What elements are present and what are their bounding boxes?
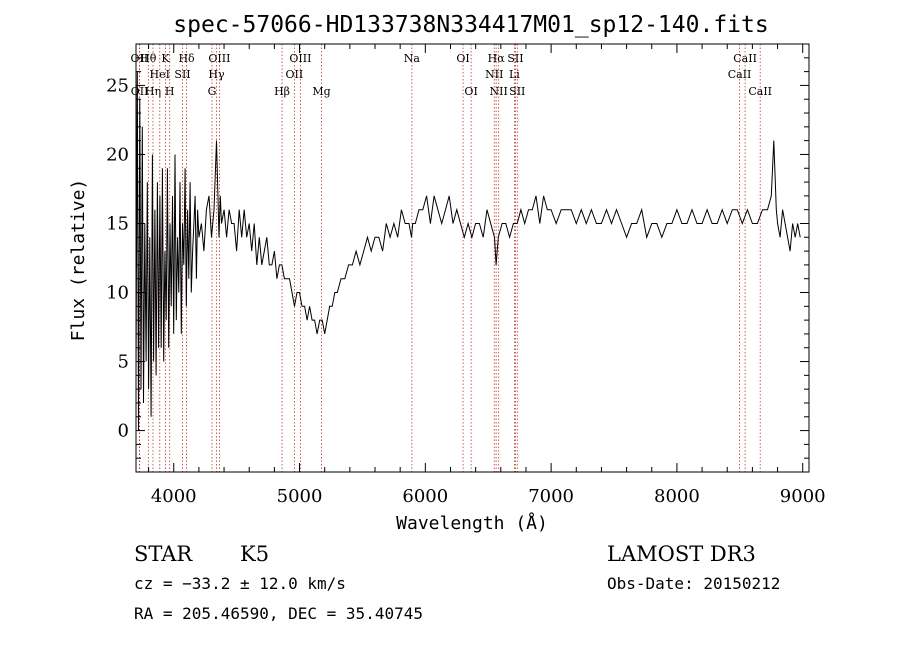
line-label-v1-0: OII (131, 52, 149, 65)
line-label-v2-1: SII (174, 68, 190, 81)
line-label-v3-9: CaII (748, 85, 772, 98)
line-label-v3-8: SII (509, 85, 525, 98)
chart-title: spec-57066-HD133738N334417M01_sp12-140.f… (173, 12, 768, 38)
x-tick-label: 5000 (277, 486, 323, 507)
line-label-v2-6: CaII (728, 68, 752, 81)
plot-frame (135, 43, 810, 473)
redshift-cz: cz = −33.2 ± 12.0 km/s (134, 574, 346, 593)
line-label-v2-3: OII (286, 68, 304, 81)
survey-name: LAMOST DR3 (607, 542, 756, 566)
line-label-v2-0: HeI (150, 68, 170, 81)
emission-line-markers (138, 44, 761, 472)
y-tick-label: 15 (106, 213, 129, 234)
y-tick-label: 20 (106, 144, 129, 165)
spectrum-line-0 (135, 71, 801, 431)
y-tick-label: 5 (118, 352, 129, 373)
line-label-v1-3: Hδ (178, 52, 195, 65)
obs-date: Obs-Date: 20150212 (607, 574, 780, 593)
line-label-v3-3: G (208, 85, 217, 98)
x-axis-label: Wavelength (Å) (396, 512, 548, 534)
line-label-v2-4: NII (485, 68, 503, 81)
ra-dec: RA = 205.46590, DEC = 35.40745 (134, 604, 423, 623)
line-label-v1-1: Hθ (140, 52, 157, 65)
y-tick-label: 0 (118, 421, 129, 442)
line-label-v3-2: H (165, 85, 175, 98)
line-label-v1-6: Na (404, 52, 421, 65)
x-tick-label: 8000 (654, 486, 700, 507)
line-label-v2-2: Hγ (208, 68, 225, 81)
line-label-v3-1: Hη (145, 85, 161, 98)
line-label-v1-7: OI (456, 52, 469, 65)
line-label-v3-6: OI (464, 85, 477, 98)
line-label-v1-8: Hα (488, 52, 506, 65)
line-label-v3-5: Mg (312, 85, 330, 98)
line-label-v3-4: Hβ (274, 85, 290, 98)
object-class: STAR (134, 542, 193, 566)
y-axis: 0 5 10 15 20 25 (106, 43, 809, 459)
line-label-v1-5: OIII (289, 52, 311, 65)
line-label-v2-5: Li (509, 68, 520, 81)
x-tick-label: 9000 (780, 486, 826, 507)
line-label-v3-7: NII (490, 85, 508, 98)
line-label-v1-2: K (161, 52, 170, 65)
line-label-v1-9: SII (507, 52, 523, 65)
x-axis: 4000 5000 6000 7000 8000 9000 (148, 44, 826, 507)
x-tick-label: 7000 (528, 486, 574, 507)
line-label-v1-10: CaII (733, 52, 757, 65)
line-label-v1-4: OIII (208, 52, 230, 65)
x-tick-label: 4000 (151, 486, 197, 507)
spectrum-series (135, 71, 801, 431)
line-label-v3-0: OII (131, 85, 149, 98)
subclass: K5 (240, 542, 269, 566)
y-axis-label: Flux (relative) (68, 179, 89, 342)
y-tick-label: 25 (106, 75, 129, 96)
x-tick-label: 6000 (402, 486, 448, 507)
y-tick-label: 10 (106, 283, 129, 304)
